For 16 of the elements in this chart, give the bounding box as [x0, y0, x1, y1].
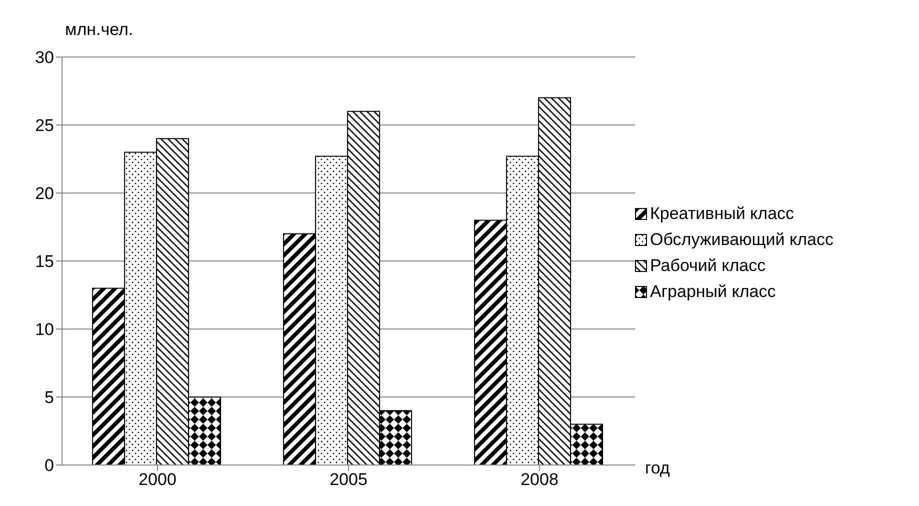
y-tick-label: 30 — [35, 48, 54, 68]
x-tick-label: 2005 — [330, 470, 368, 490]
x-axis-title: год — [645, 458, 670, 478]
y-tick-label: 20 — [35, 184, 54, 204]
y-axis-title: млн.чел. — [65, 20, 134, 40]
y-tick-label: 5 — [44, 388, 54, 408]
y-tick-label: 0 — [44, 456, 54, 476]
y-tick-label: 15 — [35, 252, 54, 272]
legend-label: Рабочий класс — [650, 256, 766, 276]
legend-label: Креативный класс — [650, 204, 794, 224]
x-tick-label: 2008 — [520, 470, 558, 490]
legend-label: Обслуживающий класс — [650, 230, 834, 250]
legend-label: Аграрный класс — [650, 282, 776, 302]
x-tick-label: 2000 — [138, 470, 176, 490]
y-tick-label: 25 — [35, 116, 54, 136]
y-tick-label: 10 — [35, 320, 54, 340]
